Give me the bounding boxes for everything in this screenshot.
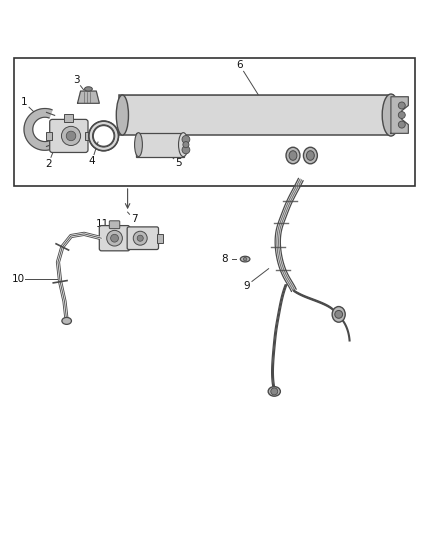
- Ellipse shape: [268, 386, 280, 396]
- Bar: [157, 234, 163, 243]
- Ellipse shape: [289, 151, 297, 160]
- Circle shape: [137, 235, 143, 241]
- Bar: [119, 95, 393, 135]
- FancyBboxPatch shape: [127, 227, 159, 249]
- Text: 4: 4: [88, 156, 95, 166]
- Bar: [14, 58, 415, 186]
- Text: 5: 5: [176, 158, 182, 168]
- FancyBboxPatch shape: [99, 225, 130, 251]
- Bar: [46, 132, 52, 140]
- Circle shape: [107, 230, 122, 246]
- Circle shape: [183, 142, 189, 148]
- Circle shape: [398, 121, 405, 128]
- Text: 1: 1: [21, 98, 27, 108]
- Ellipse shape: [332, 306, 345, 322]
- Text: 2: 2: [45, 159, 52, 169]
- Polygon shape: [391, 97, 408, 133]
- Circle shape: [398, 111, 405, 118]
- Text: 3: 3: [73, 75, 80, 85]
- Circle shape: [133, 231, 147, 245]
- Ellipse shape: [286, 147, 300, 164]
- Circle shape: [335, 310, 343, 318]
- Circle shape: [61, 126, 81, 146]
- Ellipse shape: [382, 94, 399, 136]
- Polygon shape: [78, 91, 99, 103]
- FancyBboxPatch shape: [49, 119, 88, 152]
- Bar: [85, 132, 92, 140]
- Ellipse shape: [240, 256, 250, 262]
- Ellipse shape: [62, 318, 71, 325]
- Circle shape: [111, 235, 118, 242]
- Ellipse shape: [307, 151, 314, 160]
- Ellipse shape: [304, 147, 318, 164]
- Circle shape: [66, 131, 76, 141]
- Ellipse shape: [134, 133, 142, 157]
- Ellipse shape: [116, 95, 128, 135]
- Ellipse shape: [179, 133, 188, 157]
- Bar: [136, 133, 184, 157]
- Text: 9: 9: [243, 281, 250, 290]
- Polygon shape: [24, 109, 52, 150]
- Circle shape: [244, 257, 247, 261]
- Text: 8: 8: [221, 254, 228, 264]
- Text: 6: 6: [237, 60, 243, 70]
- Bar: [64, 114, 73, 122]
- FancyBboxPatch shape: [110, 221, 120, 229]
- Text: 11: 11: [96, 219, 109, 229]
- Circle shape: [398, 102, 405, 109]
- Circle shape: [182, 135, 190, 143]
- Circle shape: [182, 146, 190, 154]
- Circle shape: [271, 388, 278, 395]
- Ellipse shape: [85, 87, 92, 91]
- Text: 7: 7: [131, 214, 138, 224]
- Text: 10: 10: [11, 273, 25, 284]
